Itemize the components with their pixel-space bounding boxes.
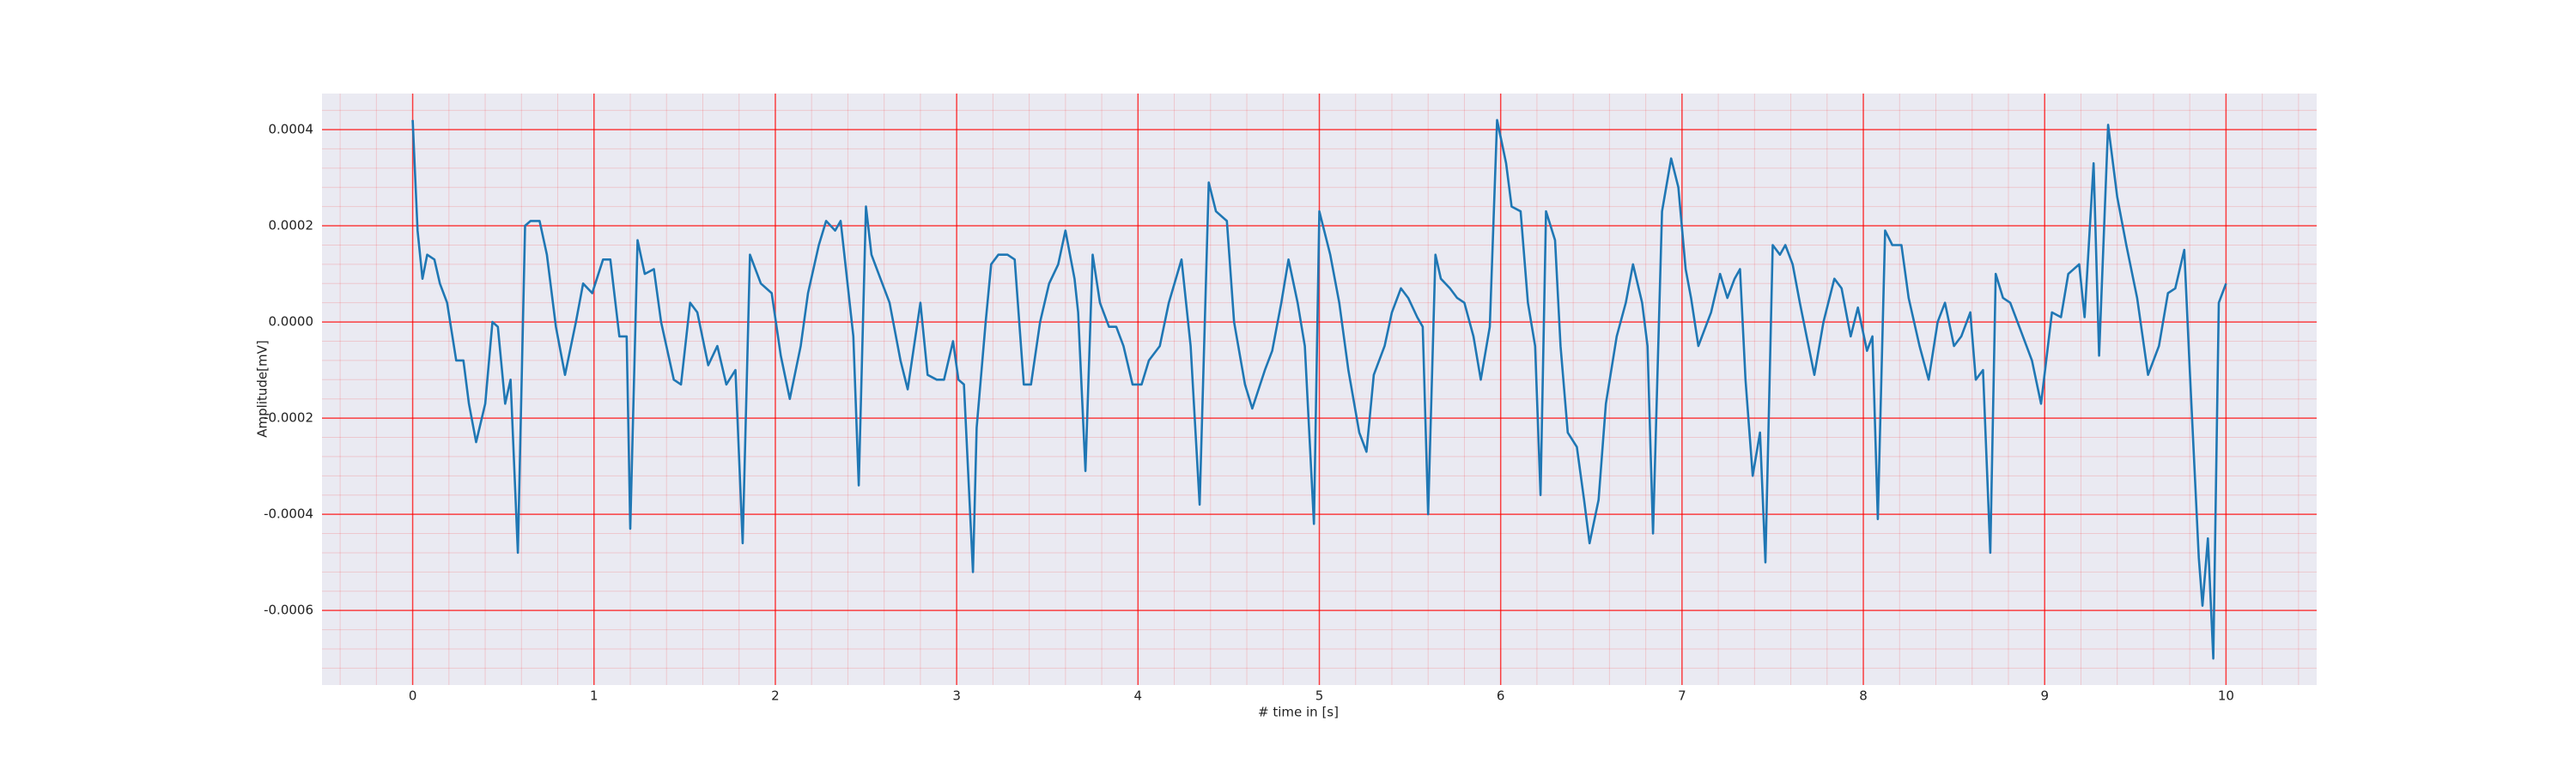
y-tick-label: 0.0002 (269, 218, 314, 233)
data-line (411, 118, 2227, 660)
x-tick-label: 10 (2218, 688, 2234, 704)
x-tick-label: 3 (952, 688, 961, 704)
y-tick-label: 0.0004 (269, 122, 314, 137)
y-tick-label: -0.0002 (264, 410, 313, 426)
x-tick-label: 2 (771, 688, 780, 704)
x-tick-label: 5 (1315, 688, 1324, 704)
x-tick-label: 1 (590, 688, 598, 704)
x-tick-label: 7 (1678, 688, 1686, 704)
x-tick-label: 4 (1134, 688, 1143, 704)
y-tick-label: -0.0004 (264, 506, 313, 522)
x-axis-label: # time in [s] (1258, 705, 1339, 720)
x-tick-label: 0 (409, 688, 417, 704)
y-tick-label: -0.0006 (264, 603, 313, 618)
y-axis-label: Amplitude[mV] (255, 340, 270, 437)
x-tick-label: 8 (1859, 688, 1868, 704)
x-tick-label: 9 (2040, 688, 2049, 704)
x-tick-label: 6 (1497, 688, 1505, 704)
y-tick-label: 0.0000 (269, 314, 314, 330)
